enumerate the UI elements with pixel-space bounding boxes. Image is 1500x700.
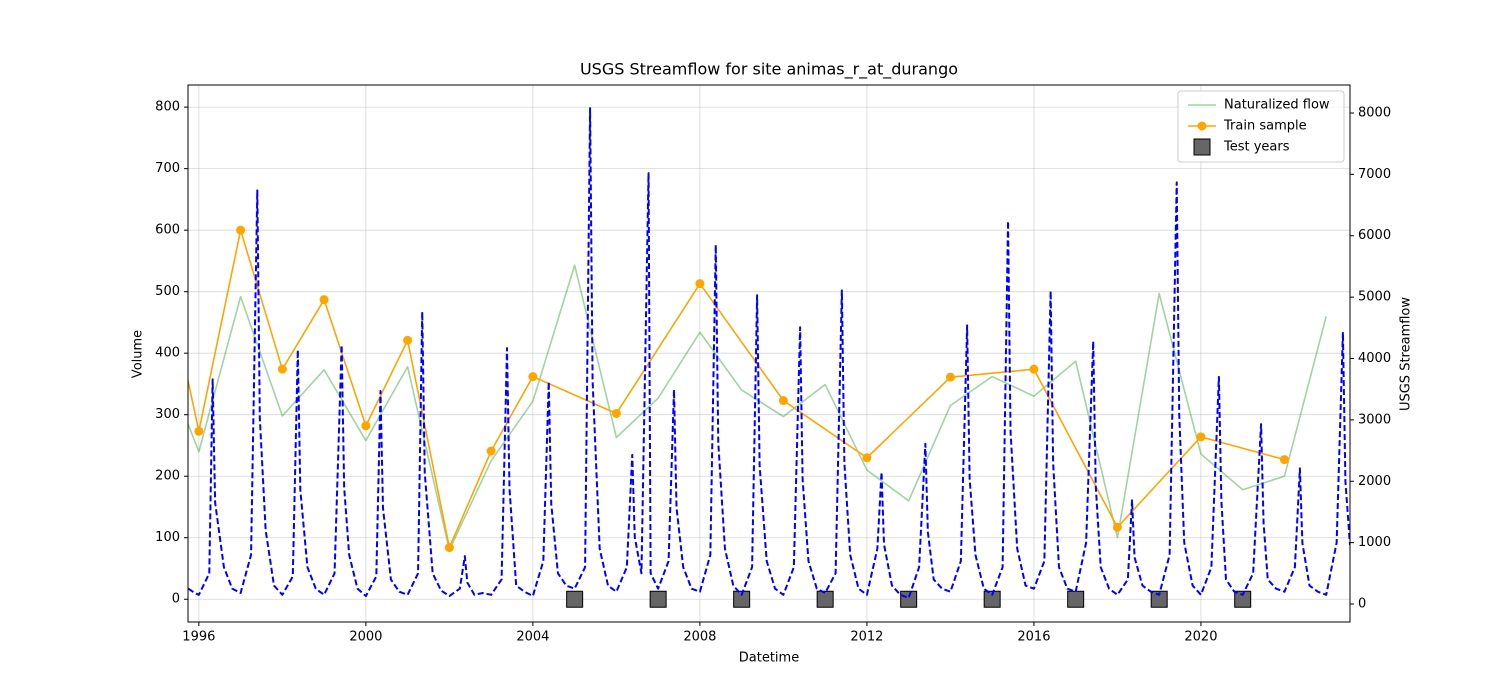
data-point [1234, 590, 1252, 608]
plot-area [188, 107, 1350, 608]
legend-marker [1193, 138, 1211, 156]
x-axis-label: Datetime [739, 651, 799, 666]
x-tick-label: 2016 [1017, 630, 1050, 645]
data-point [695, 279, 705, 289]
data-point [1029, 364, 1039, 374]
y-axis-label: Volume [131, 330, 146, 378]
y-tick-label: 700 [155, 161, 180, 176]
y2-tick-label: 2000 [1358, 474, 1391, 489]
x-tick-label: 2004 [516, 630, 549, 645]
data-point [236, 225, 246, 235]
legend-box [1177, 90, 1345, 163]
data-point [649, 590, 667, 608]
data-point [816, 590, 834, 608]
y-tick-label: 800 [155, 100, 180, 115]
data-point [361, 421, 371, 431]
legend-marker [1197, 121, 1207, 131]
data-point [277, 364, 287, 374]
data-point [778, 396, 788, 406]
y2-tick-label: 0 [1358, 597, 1366, 612]
data-point [403, 335, 413, 345]
data-point [1279, 455, 1289, 465]
series-line [188, 107, 1350, 599]
axes: 1996 2000 2004 2008 2012 2016 2020 0 100 200 300 40… [155, 100, 1391, 645]
y-tick-label: 600 [155, 223, 180, 238]
data-point [862, 453, 872, 463]
data-point [444, 543, 454, 553]
data-point [1150, 590, 1168, 608]
y-tick-label: 300 [155, 407, 180, 422]
data-point [1112, 522, 1122, 532]
y2-tick-label: 3000 [1358, 412, 1391, 427]
chart-title: USGS Streamflow for site animas_r_at_dur… [580, 60, 958, 80]
legend-label: Naturalized flow [1224, 98, 1330, 113]
y-tick-label: 200 [155, 469, 180, 484]
legend: Naturalized flow Train sample Test years [1177, 90, 1345, 163]
y2-tick-label: 4000 [1358, 351, 1391, 366]
data-point [486, 446, 496, 456]
x-tick-label: 1996 [182, 630, 215, 645]
x-tick-label: 2012 [850, 630, 883, 645]
y2-tick-label: 7000 [1358, 167, 1391, 182]
y2-tick-label: 6000 [1358, 228, 1391, 243]
legend-label: Train sample [1223, 119, 1307, 134]
y-tick-label: 0 [172, 592, 180, 607]
y2-tick-label: 8000 [1358, 105, 1391, 120]
grid [188, 85, 1350, 622]
y2-axis-label: USGS Streamflow [1399, 297, 1414, 411]
y-tick-label: 100 [155, 530, 180, 545]
data-point [528, 372, 538, 382]
series-line [188, 264, 1327, 551]
y2-tick-label: 5000 [1358, 290, 1391, 305]
data-point [566, 590, 584, 608]
data-point [319, 295, 329, 305]
data-point [611, 408, 621, 418]
x-tick-label: 2000 [349, 630, 382, 645]
y2-tick-label: 1000 [1358, 535, 1391, 550]
data-point [1196, 432, 1206, 442]
y-tick-label: 500 [155, 284, 180, 299]
x-tick-label: 2008 [683, 630, 716, 645]
data-point [194, 426, 204, 436]
data-point [945, 372, 955, 382]
data-point [733, 590, 751, 608]
data-point [900, 590, 918, 608]
data-point [1067, 590, 1085, 608]
data-point [983, 590, 1001, 608]
legend-label: Test years [1223, 140, 1290, 155]
x-tick-label: 2020 [1184, 630, 1217, 645]
y-tick-label: 400 [155, 346, 180, 361]
